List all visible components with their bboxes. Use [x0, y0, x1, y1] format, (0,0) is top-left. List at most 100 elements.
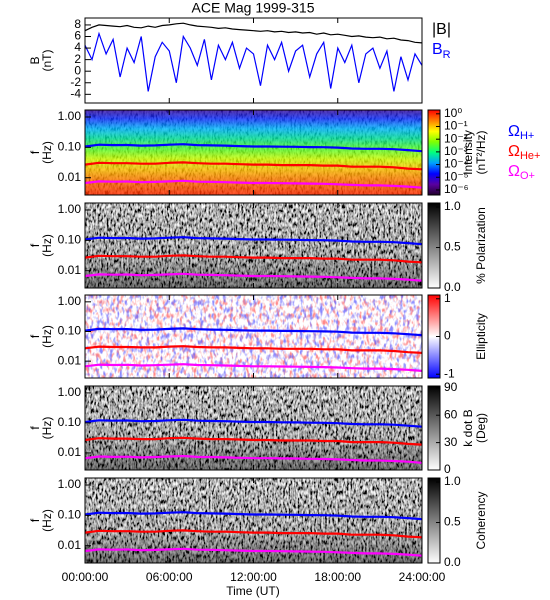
gyrofrequency-line	[85, 272, 422, 282]
legend-entry: BR	[432, 41, 451, 61]
colorbar-tick-label: 0.5	[444, 515, 461, 529]
y-tick-label: 1.00	[58, 477, 82, 491]
gyrofrequency-line	[85, 254, 422, 264]
spectrogram	[85, 295, 422, 378]
legend-entry: ΩH+	[508, 123, 534, 142]
y-tick-label: 6	[74, 29, 81, 43]
legend-subscript: O+	[520, 170, 535, 182]
colorbar-tick-label: 30	[444, 435, 458, 449]
y-tick-label: 0.10	[58, 508, 82, 522]
spectrogram	[85, 203, 422, 288]
legend-subscript: H+	[520, 130, 534, 142]
colorbar-tick-label: 10⁻⁵	[444, 169, 469, 183]
legend-subscript: R	[443, 49, 451, 61]
spectrogram	[85, 110, 422, 195]
y-tick-label: 4	[74, 40, 81, 54]
y-tick-label: 2	[74, 52, 81, 66]
spectrogram-shade	[85, 478, 422, 563]
colorbar-tick-label: 10⁻⁴	[444, 157, 469, 171]
colorbar-tick-label: 10⁻¹	[444, 119, 468, 133]
x-tick-label: 12:00:00	[230, 570, 277, 584]
colorbar-label: (nT²/Hz)	[474, 131, 488, 175]
gyrofrequency-line	[85, 529, 422, 539]
gyrofrequency-line	[85, 161, 422, 171]
gyrofrequency-line	[85, 143, 422, 153]
colorbar-label: k dot B	[461, 409, 475, 446]
x-tick-label: 24:00:00	[399, 570, 446, 584]
spectrogram	[85, 386, 422, 470]
x-tick-label: 06:00:00	[146, 570, 193, 584]
colorbar-tick-label: 1.0	[444, 199, 461, 213]
x-tick-label: 00:00:00	[62, 570, 109, 584]
colorbar-tick-label: 10⁻³	[444, 144, 468, 158]
colorbar	[427, 477, 441, 564]
spectrogram-shade	[85, 386, 422, 470]
colorbar-tick-label: 90	[444, 380, 458, 394]
legend-label: B	[432, 41, 443, 58]
colorbar-tick-label: -1	[444, 366, 455, 380]
colorbar-label: Ellipticity	[474, 313, 488, 360]
data-line	[85, 31, 422, 92]
y-tick-label: -2	[70, 75, 81, 89]
y-tick-label: 0	[74, 63, 81, 77]
colorbar-tick-label: 0.0	[444, 280, 461, 294]
legend-label: Ω	[508, 143, 520, 160]
y-tick-label: 0.01	[58, 538, 82, 552]
legend-entry: ΩHe+	[508, 143, 540, 162]
spectrogram-texture	[85, 295, 422, 378]
y-tick-label: 0.01	[58, 353, 82, 367]
y-axis-label: f	[28, 150, 42, 154]
y-tick-label: 1.00	[58, 294, 82, 308]
gyrofrequency-line	[85, 511, 422, 521]
colorbar-label: Intensity	[461, 130, 475, 175]
legend-entry: |B|	[432, 21, 451, 38]
colorbar	[427, 109, 441, 196]
colorbar-tick-label: 60	[444, 407, 458, 421]
y-tick-label: 1.00	[58, 202, 82, 216]
gyrofrequency-line	[85, 327, 422, 337]
colorbar-label: (Deg)	[474, 413, 488, 443]
x-tick-label: 18:00:00	[314, 570, 361, 584]
y-tick-label: 8	[74, 17, 81, 31]
y-axis-label: (Hz)	[40, 234, 54, 257]
gyrofrequency-line	[85, 547, 422, 557]
y-axis-label: (Hz)	[40, 141, 54, 164]
colorbar-tick-label: 10⁰	[444, 106, 462, 120]
y-axis-label: B	[28, 56, 42, 64]
colorbar-tick-label: 1.0	[444, 474, 461, 488]
colorbar-tick-label: 0	[444, 462, 451, 476]
y-axis-label: f	[28, 426, 42, 430]
colorbar-tick-label: 0.0	[444, 555, 461, 569]
legend-label: Ω	[508, 163, 520, 180]
x-axis-label: Time (UT)	[226, 584, 280, 598]
y-axis-label: (nT)	[40, 50, 54, 72]
gyrofrequency-line	[85, 179, 422, 189]
y-axis-label: (Hz)	[40, 509, 54, 532]
colorbar-tick-label: 10⁻⁶	[444, 182, 469, 196]
chart-title: ACE Mag 1999-315	[192, 0, 315, 16]
legend-label: Ω	[508, 123, 520, 140]
gyrofrequency-line	[85, 363, 422, 372]
colorbar-tick-label: 1	[444, 291, 451, 305]
spectrogram-shade	[85, 203, 422, 288]
data-line	[85, 22, 422, 44]
y-tick-label: 0.10	[58, 415, 82, 429]
y-tick-label: -4	[70, 86, 81, 100]
y-tick-label: 0.01	[58, 445, 82, 459]
plot-area	[85, 22, 422, 92]
colorbar-label: Coherency	[474, 491, 488, 549]
gyrofrequency-line	[85, 436, 422, 446]
y-tick-label: 0.01	[58, 263, 82, 277]
spectrogram-texture	[85, 110, 422, 195]
y-tick-label: 0.10	[58, 324, 82, 338]
gyrofrequency-line	[85, 418, 422, 428]
gyrofrequency-line	[85, 345, 422, 354]
y-tick-label: 1.00	[58, 109, 82, 123]
gyrofrequency-line	[85, 454, 422, 464]
colorbar-tick-label: 0	[444, 329, 451, 343]
y-axis-label: f	[28, 243, 42, 247]
legend-subscript: He+	[520, 150, 541, 162]
y-tick-label: 1.00	[58, 385, 82, 399]
colorbar	[427, 202, 441, 289]
